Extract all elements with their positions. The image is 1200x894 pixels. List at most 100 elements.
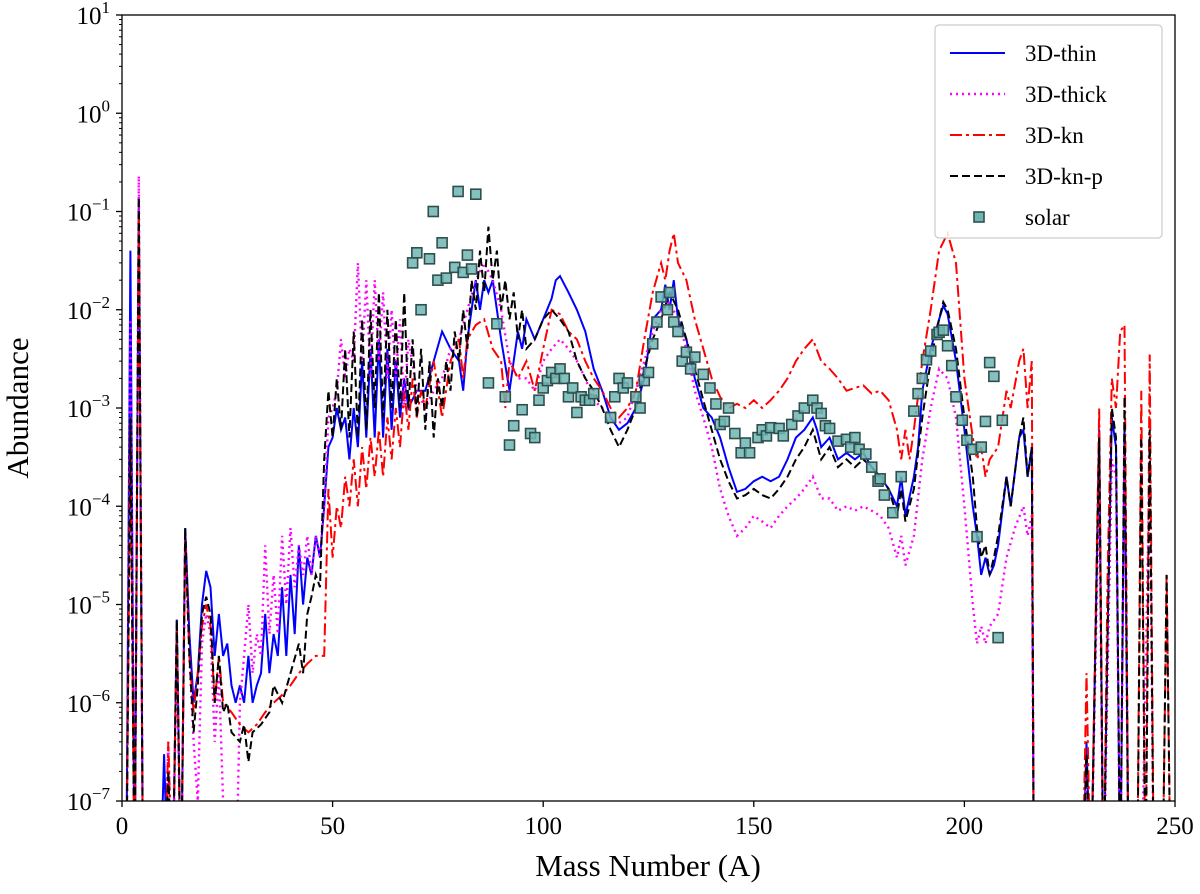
- solar-point: [646, 338, 659, 350]
- solar-point: [895, 470, 908, 483]
- solar-point: [739, 437, 752, 449]
- solar-point: [912, 387, 924, 400]
- solar-point: [941, 339, 954, 352]
- x-tick-label: 200: [946, 813, 984, 840]
- solar-point: [874, 473, 886, 485]
- solar-point: [704, 382, 716, 394]
- solar-point: [411, 246, 423, 259]
- solar-point: [937, 324, 950, 336]
- solar-point: [961, 434, 973, 447]
- x-tick-label: 0: [116, 813, 129, 840]
- axes: 0 50 100 150 200 250 10−7 10−6 10−5 10−4 10−3 10−2 1…: [67, 0, 1194, 840]
- solar-point: [945, 359, 958, 372]
- solar-point: [988, 370, 1000, 383]
- solar-point: [507, 419, 520, 432]
- solar-point: [878, 489, 891, 501]
- solar-point: [823, 422, 836, 435]
- y-tick-label: 10−4: [67, 489, 111, 521]
- y-tick-label: 10−5: [67, 588, 110, 620]
- x-tick-label: 250: [1156, 813, 1194, 840]
- x-axis-label: Mass Number (A): [535, 848, 761, 883]
- solar-point: [684, 363, 697, 375]
- solar-point: [503, 439, 516, 451]
- solar-point: [571, 406, 583, 419]
- y-tick-label: 10−1: [67, 195, 110, 227]
- solar-point: [924, 345, 937, 357]
- series-line-3D-kn-p: [126, 197, 1171, 801]
- legend-box: [934, 24, 1163, 239]
- solar-point: [718, 415, 731, 428]
- solar-point: [634, 402, 646, 414]
- solar-point: [587, 387, 600, 400]
- solar-point: [470, 188, 482, 200]
- legend-label: 3D-thick: [1025, 82, 1107, 107]
- solar-point: [663, 286, 676, 299]
- solar-point: [792, 410, 804, 422]
- solar-point: [992, 631, 1004, 644]
- solar-point: [710, 398, 722, 410]
- solar-point: [427, 205, 440, 218]
- solar-point: [729, 427, 741, 440]
- solar-point: [621, 377, 634, 389]
- solar-point: [491, 317, 503, 330]
- solar-point: [651, 316, 663, 328]
- solar-point: [996, 414, 1009, 427]
- solar-point: [979, 415, 992, 428]
- solar-point: [777, 430, 790, 442]
- solar-point: [865, 461, 878, 473]
- y-tick-label: 10−2: [67, 293, 110, 325]
- solar-point: [916, 372, 929, 385]
- solar-point: [528, 431, 541, 444]
- solar-point: [950, 391, 962, 403]
- x-tick-label: 100: [524, 813, 562, 840]
- solar-scatter: [406, 185, 1009, 644]
- solar-point: [436, 237, 448, 249]
- solar-point: [406, 257, 419, 269]
- solar-point: [440, 272, 453, 284]
- solar-point: [908, 405, 920, 417]
- y-tick-label: 100: [77, 96, 111, 128]
- solar-point: [415, 303, 427, 316]
- solar-point: [465, 263, 478, 275]
- solar-point: [516, 403, 528, 416]
- solar-point: [558, 372, 571, 385]
- solar-point: [722, 402, 735, 414]
- solar-point: [849, 431, 861, 444]
- solar-point: [689, 351, 701, 363]
- legend-label: 3D-thin: [1025, 41, 1097, 66]
- solar-point: [975, 441, 988, 453]
- solar-point: [566, 382, 579, 394]
- solar-point: [499, 391, 512, 403]
- solar-point: [672, 325, 684, 338]
- solar-point: [630, 391, 642, 403]
- series-layer: [125, 175, 1171, 801]
- solar-point: [697, 368, 710, 381]
- solar-point: [554, 363, 566, 375]
- solar-point: [642, 366, 655, 379]
- solar-point: [423, 253, 436, 265]
- y-tick-label: 101: [77, 0, 111, 30]
- y-tick-label: 10−7: [67, 784, 111, 816]
- x-tick-label: 50: [320, 813, 345, 840]
- solar-point: [482, 377, 495, 389]
- legend-label: 3D-kn: [1025, 123, 1084, 148]
- solar-point: [609, 391, 621, 403]
- legend: 3D-thin 3D-thick 3D-kn 3D-kn-p solar: [934, 24, 1163, 239]
- series-line-3D-thin: [125, 197, 1129, 801]
- solar-point: [533, 394, 545, 407]
- solar-point: [661, 303, 674, 316]
- y-axis-label: Abundance: [0, 337, 35, 478]
- solar-point: [815, 407, 827, 420]
- legend-marker-solar: [973, 211, 985, 223]
- solar-point: [860, 448, 872, 460]
- solar-point: [886, 506, 899, 519]
- legend-label: 3D-kn-p: [1025, 164, 1103, 189]
- solar-point: [971, 530, 983, 543]
- solar-point: [956, 414, 969, 427]
- series-line-3D-kn: [126, 211, 1171, 801]
- solar-point: [667, 316, 680, 328]
- legend-label: solar: [1025, 205, 1070, 230]
- solar-point: [785, 418, 798, 431]
- y-tick-label: 10−6: [67, 686, 110, 718]
